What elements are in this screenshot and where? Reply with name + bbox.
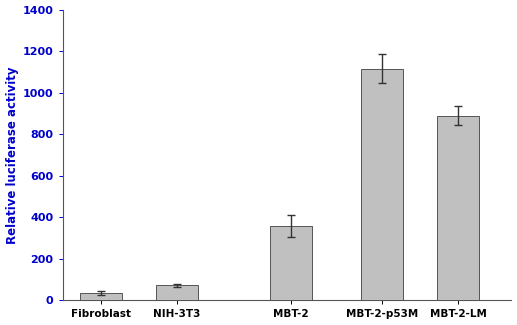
Bar xyxy=(80,293,121,300)
Bar xyxy=(361,69,403,300)
Y-axis label: Relative luciferase activity: Relative luciferase activity xyxy=(6,66,19,244)
Bar xyxy=(156,285,197,300)
Bar xyxy=(437,115,479,300)
Bar xyxy=(270,226,312,300)
